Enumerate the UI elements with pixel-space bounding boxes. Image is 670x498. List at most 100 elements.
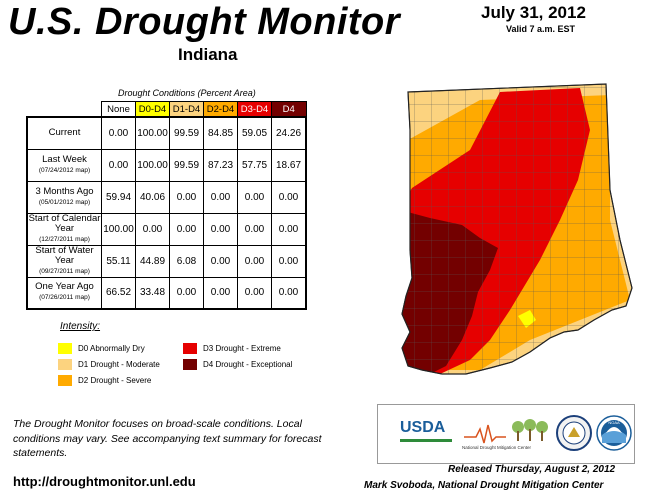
table-row: Start of Calendar Year (12/27/2011 map) 1… — [26, 212, 307, 246]
row-label-sub: (07/24/2012 map) — [38, 166, 91, 174]
cell-value: 100.00 — [135, 148, 170, 182]
cell-value: 0.00 — [237, 212, 272, 246]
row-label-main: Current — [48, 127, 81, 139]
table-row: 3 Months Ago (05/01/2012 map) 59.94 40.06… — [26, 180, 307, 214]
row-label: 3 Months Ago (05/01/2012 map) — [26, 180, 102, 214]
cell-value: 0.00 — [271, 212, 307, 246]
usda-logo-bg — [398, 417, 454, 439]
cell-value: 40.06 — [135, 180, 170, 214]
table-title: Drought Conditions (Percent Area) — [118, 88, 256, 98]
cell-value: 24.26 — [271, 116, 307, 150]
indiana-drought-map — [401, 83, 633, 375]
legend-swatch-d1 — [58, 359, 72, 370]
legend-item-d2: D2 Drought - Severe — [58, 375, 151, 387]
row-label: One Year Ago (07/26/2011 map) — [26, 276, 102, 310]
cell-value: 100.00 — [101, 212, 136, 246]
cell-value: 0.00 — [203, 276, 238, 310]
legend-swatch-d3 — [183, 343, 197, 354]
cell-value: 0.00 — [169, 212, 204, 246]
cell-value: 0.00 — [271, 244, 307, 278]
legend-label: D0 Abnormally Dry — [78, 344, 145, 353]
legend-item-d3: D3 Drought - Extreme — [183, 343, 281, 355]
cell-value: 87.23 — [203, 148, 238, 182]
cell-value: 0.00 — [135, 212, 170, 246]
row-label-main: Last Week — [42, 153, 87, 165]
cell-value: 84.85 — [203, 116, 238, 150]
ndmc-logo: National Drought Mitigation Center — [462, 419, 548, 450]
cell-value: 59.05 — [237, 116, 272, 150]
legend-item-d0: D0 Abnormally Dry — [58, 343, 145, 355]
footnote: The Drought Monitor focuses on broad-sca… — [13, 418, 322, 459]
table-header-row: None D0-D4 D1-D4 D2-D4 D3-D4 D4 — [27, 101, 307, 118]
row-label-main: 3 Months Ago — [35, 185, 94, 197]
col-header-d1-d4: D1-D4 — [169, 101, 204, 118]
partner-logos: USDA National Drought Mitigation Center … — [377, 404, 635, 464]
usda-logo: USDA — [398, 417, 454, 447]
legend-label: D1 Drought - Moderate — [78, 360, 160, 369]
state-name: Indiana — [178, 45, 238, 64]
col-header-d3-d4: D3-D4 — [237, 101, 272, 118]
row-label: Last Week (07/24/2012 map) — [26, 148, 102, 182]
legend-swatch-d2 — [58, 375, 72, 386]
legend-item-d4: D4 Drought - Exceptional — [183, 359, 292, 371]
cell-value: 0.00 — [271, 276, 307, 310]
row-label: Start of Water Year (09/27/2011 map) — [26, 244, 102, 278]
noaa-logo: NOAA — [596, 415, 632, 451]
cell-value: 100.00 — [135, 116, 170, 150]
row-label: Current — [26, 116, 102, 150]
col-header-d0-d4: D0-D4 — [135, 101, 170, 118]
page-title: U.S. Drought Monitor — [8, 1, 401, 43]
row-label-sub: (09/27/2011 map) — [39, 267, 90, 275]
cell-value: 0.00 — [237, 180, 272, 214]
legend-item-d1: D1 Drought - Moderate — [58, 359, 160, 371]
usda-stripe — [400, 439, 452, 442]
row-label-main: Start of Calendar Year — [28, 212, 101, 234]
row-label-sub: (05/01/2012 map) — [38, 198, 91, 206]
legend-label: D2 Drought - Severe — [78, 376, 152, 385]
row-label-main: Start of Water Year — [35, 244, 94, 266]
cell-value: 99.59 — [169, 116, 204, 150]
table-row: Start of Water Year (09/27/2011 map) 55.1… — [26, 244, 307, 278]
cell-value: 0.00 — [169, 180, 204, 214]
cell-value: 0.00 — [101, 116, 136, 150]
legend-swatch-d4 — [183, 359, 197, 370]
cell-value: 0.00 — [101, 148, 136, 182]
legend-swatch-d0 — [58, 343, 72, 354]
cell-value: 0.00 — [237, 276, 272, 310]
state-border — [401, 83, 633, 375]
valid-time: Valid 7 a.m. EST — [506, 24, 576, 34]
cell-value: 0.00 — [203, 212, 238, 246]
table-row: One Year Ago (07/26/2011 map) 66.52 33.48… — [26, 276, 307, 310]
row-label-sub: (12/27/2011 map) — [39, 235, 90, 243]
col-header-d2-d4: D2-D4 — [203, 101, 238, 118]
ndmc-text: National Drought Mitigation Center — [462, 445, 532, 450]
cell-value: 0.00 — [169, 276, 204, 310]
cell-value: 0.00 — [203, 244, 238, 278]
cell-value: 0.00 — [203, 180, 238, 214]
table-row: Current 0.00 100.00 99.59 84.85 59.05 24… — [26, 116, 307, 150]
county-grid — [402, 84, 632, 374]
cell-value: 6.08 — [169, 244, 204, 278]
release-date: Released Thursday, August 2, 2012 — [448, 464, 616, 475]
usda-text: USDA — [400, 419, 446, 436]
cell-value: 0.00 — [237, 244, 272, 278]
cell-value: 44.89 — [135, 244, 170, 278]
cell-value: 66.52 — [101, 276, 136, 310]
author: Mark Svoboda, National Drought Mitigatio… — [364, 480, 604, 491]
legend-label: D4 Drought - Exceptional — [203, 360, 293, 369]
website-link[interactable]: http://droughtmonitor.unl.edu — [13, 474, 196, 489]
noaa-text: NOAA — [608, 420, 620, 425]
col-header-d4: D4 — [271, 101, 307, 118]
row-label-main: One Year Ago — [35, 281, 94, 293]
map-date: July 31, 2012 — [481, 3, 586, 22]
cell-value: 59.94 — [101, 180, 136, 214]
cell-value: 33.48 — [135, 276, 170, 310]
cell-value: 57.75 — [237, 148, 272, 182]
cell-value: 55.11 — [101, 244, 136, 278]
drought-conditions-table: None D0-D4 D1-D4 D2-D4 D3-D4 D4 Current … — [26, 101, 307, 310]
cell-value: 18.67 — [271, 148, 307, 182]
cell-value: 99.59 — [169, 148, 204, 182]
table-corner — [27, 102, 102, 118]
table-row: Last Week (07/24/2012 map) 0.00 100.00 99… — [26, 148, 307, 182]
cell-value: 0.00 — [271, 180, 307, 214]
